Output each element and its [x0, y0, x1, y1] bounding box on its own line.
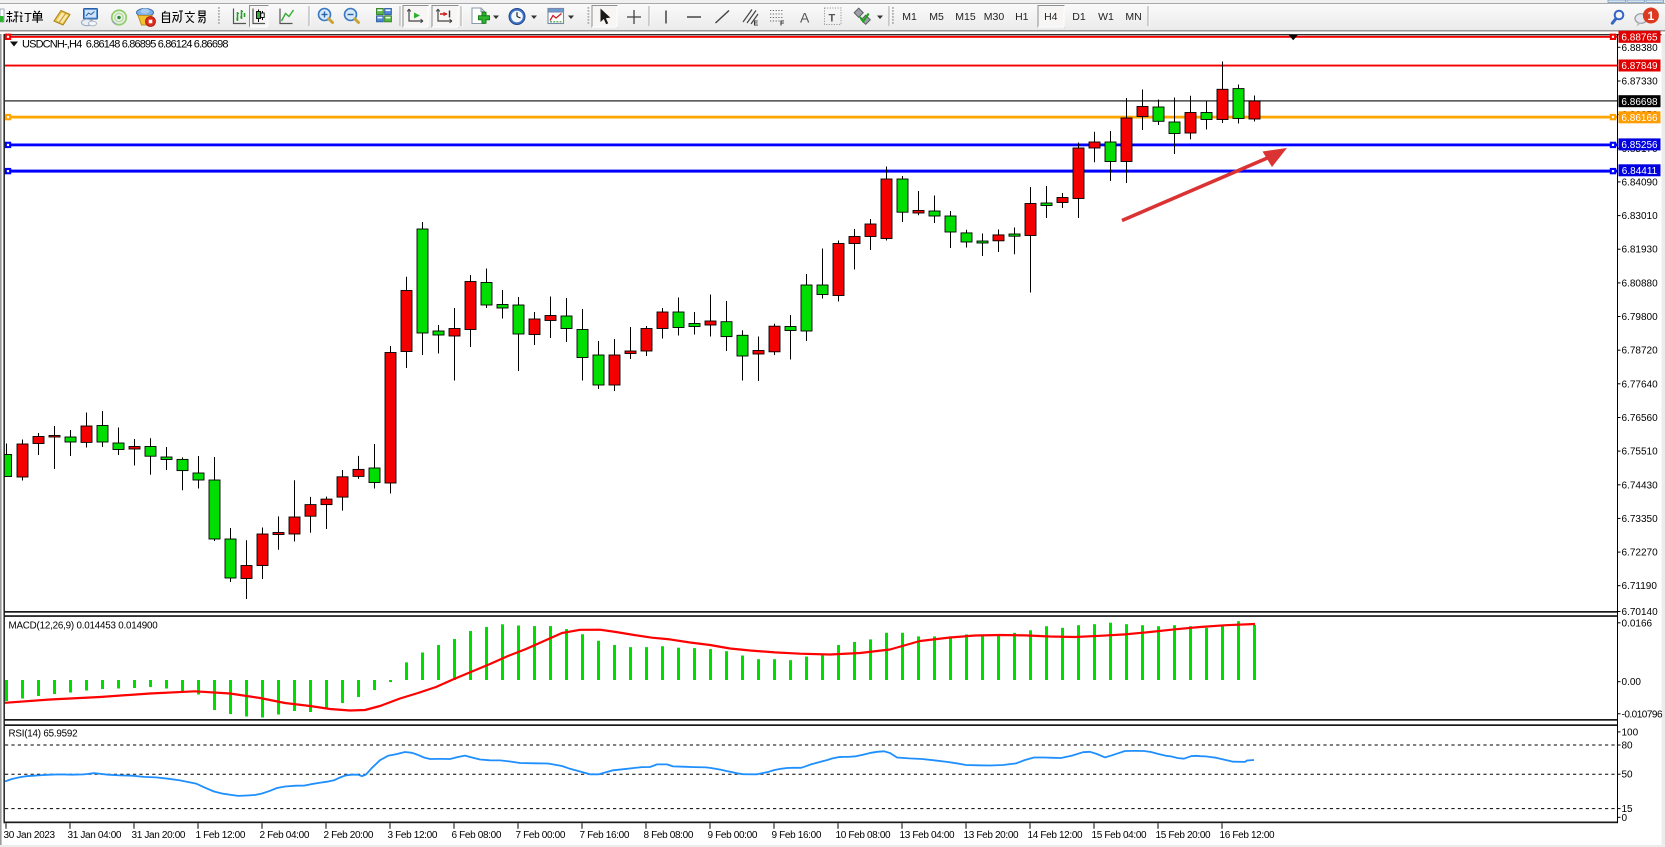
svg-text:15 Feb 20:00: 15 Feb 20:00: [1156, 830, 1212, 841]
svg-text:D1: D1: [1072, 11, 1086, 23]
svg-text:6.84411: 6.84411: [1622, 166, 1658, 177]
svg-text:M5: M5: [929, 11, 944, 23]
svg-text:T: T: [829, 13, 836, 25]
svg-text:E: E: [754, 21, 759, 28]
svg-text:31 Jan 20:00: 31 Jan 20:00: [132, 830, 186, 841]
svg-text:6.70140: 6.70140: [1622, 607, 1659, 618]
svg-text:M15: M15: [955, 11, 976, 23]
svg-text:7 Feb 16:00: 7 Feb 16:00: [580, 830, 630, 841]
svg-text:A: A: [800, 10, 810, 26]
svg-text:6.86166: 6.86166: [1621, 113, 1658, 124]
svg-text:6.83010: 6.83010: [1622, 211, 1659, 222]
svg-text:0.0166: 0.0166: [1622, 618, 1653, 629]
svg-text:1 Feb 12:00: 1 Feb 12:00: [196, 830, 246, 841]
svg-text:3 Feb 12:00: 3 Feb 12:00: [388, 830, 438, 841]
svg-text:6.88380: 6.88380: [1622, 43, 1659, 54]
svg-text:7 Feb 00:00: 7 Feb 00:00: [516, 830, 566, 841]
svg-text:6.80880: 6.80880: [1622, 278, 1659, 289]
svg-text:6.72270: 6.72270: [1622, 548, 1659, 559]
svg-text:10 Feb 08:00: 10 Feb 08:00: [836, 830, 892, 841]
svg-text:6.79800: 6.79800: [1622, 312, 1659, 323]
svg-text:MACD(12,26,9) 0.014453 0.01490: MACD(12,26,9) 0.014453 0.014900: [9, 621, 159, 632]
svg-text:6.77640: 6.77640: [1622, 379, 1659, 390]
svg-text:13 Feb 20:00: 13 Feb 20:00: [964, 830, 1020, 841]
svg-text:RSI(14) 65.9592: RSI(14) 65.9592: [9, 729, 78, 740]
svg-text:9 Feb 16:00: 9 Feb 16:00: [772, 830, 822, 841]
svg-text:15: 15: [1622, 804, 1634, 815]
svg-text:13 Feb 04:00: 13 Feb 04:00: [900, 830, 956, 841]
svg-text:M30: M30: [984, 11, 1005, 23]
svg-text:6.85256: 6.85256: [1621, 140, 1658, 151]
svg-text:6.84090: 6.84090: [1622, 177, 1659, 188]
svg-text:-0.010796: -0.010796: [1622, 709, 1663, 720]
svg-text:6.87849: 6.87849: [1621, 61, 1658, 72]
svg-text:6.76560: 6.76560: [1622, 413, 1659, 424]
svg-text:6.73350: 6.73350: [1622, 514, 1659, 525]
svg-text:0.00: 0.00: [1622, 677, 1642, 688]
svg-text:2 Feb 04:00: 2 Feb 04:00: [260, 830, 310, 841]
svg-text:6.75510: 6.75510: [1622, 447, 1659, 458]
svg-text:H1: H1: [1015, 11, 1029, 23]
svg-text:2 Feb 20:00: 2 Feb 20:00: [324, 830, 374, 841]
svg-text:6 Feb 08:00: 6 Feb 08:00: [452, 830, 502, 841]
svg-text:USDCNH-,H4 6.86148 6.86895 6.: USDCNH-,H4 6.86148 6.86895 6.86124 6.866…: [22, 39, 228, 51]
svg-text:30 Jan 2023: 30 Jan 2023: [4, 830, 56, 841]
svg-text:9 Feb 00:00: 9 Feb 00:00: [708, 830, 758, 841]
svg-text:6.71190: 6.71190: [1622, 581, 1658, 592]
svg-text:0: 0: [1622, 813, 1628, 824]
svg-text:6.74430: 6.74430: [1622, 480, 1659, 491]
svg-text:F: F: [780, 21, 785, 28]
svg-text:H4: H4: [1044, 11, 1058, 23]
svg-text:M1: M1: [902, 11, 917, 23]
svg-text:14 Feb 12:00: 14 Feb 12:00: [1028, 830, 1084, 841]
svg-text:6.78720: 6.78720: [1622, 346, 1659, 357]
svg-text:6.87330: 6.87330: [1622, 77, 1659, 88]
svg-text:6.88765: 6.88765: [1621, 32, 1658, 43]
svg-text:16 Feb 12:00: 16 Feb 12:00: [1220, 830, 1276, 841]
svg-text:6.81930: 6.81930: [1622, 245, 1659, 256]
svg-text:15 Feb 04:00: 15 Feb 04:00: [1092, 830, 1148, 841]
svg-text:1: 1: [1648, 9, 1655, 23]
svg-text:31 Jan 04:00: 31 Jan 04:00: [68, 830, 122, 841]
svg-text:8 Feb 08:00: 8 Feb 08:00: [644, 830, 694, 841]
svg-text:80: 80: [1622, 741, 1634, 752]
svg-text:MN: MN: [1125, 11, 1141, 23]
svg-text:50: 50: [1622, 770, 1634, 781]
svg-text:6.86698: 6.86698: [1621, 97, 1658, 108]
svg-text:W1: W1: [1098, 11, 1114, 23]
svg-text:100: 100: [1622, 727, 1639, 738]
